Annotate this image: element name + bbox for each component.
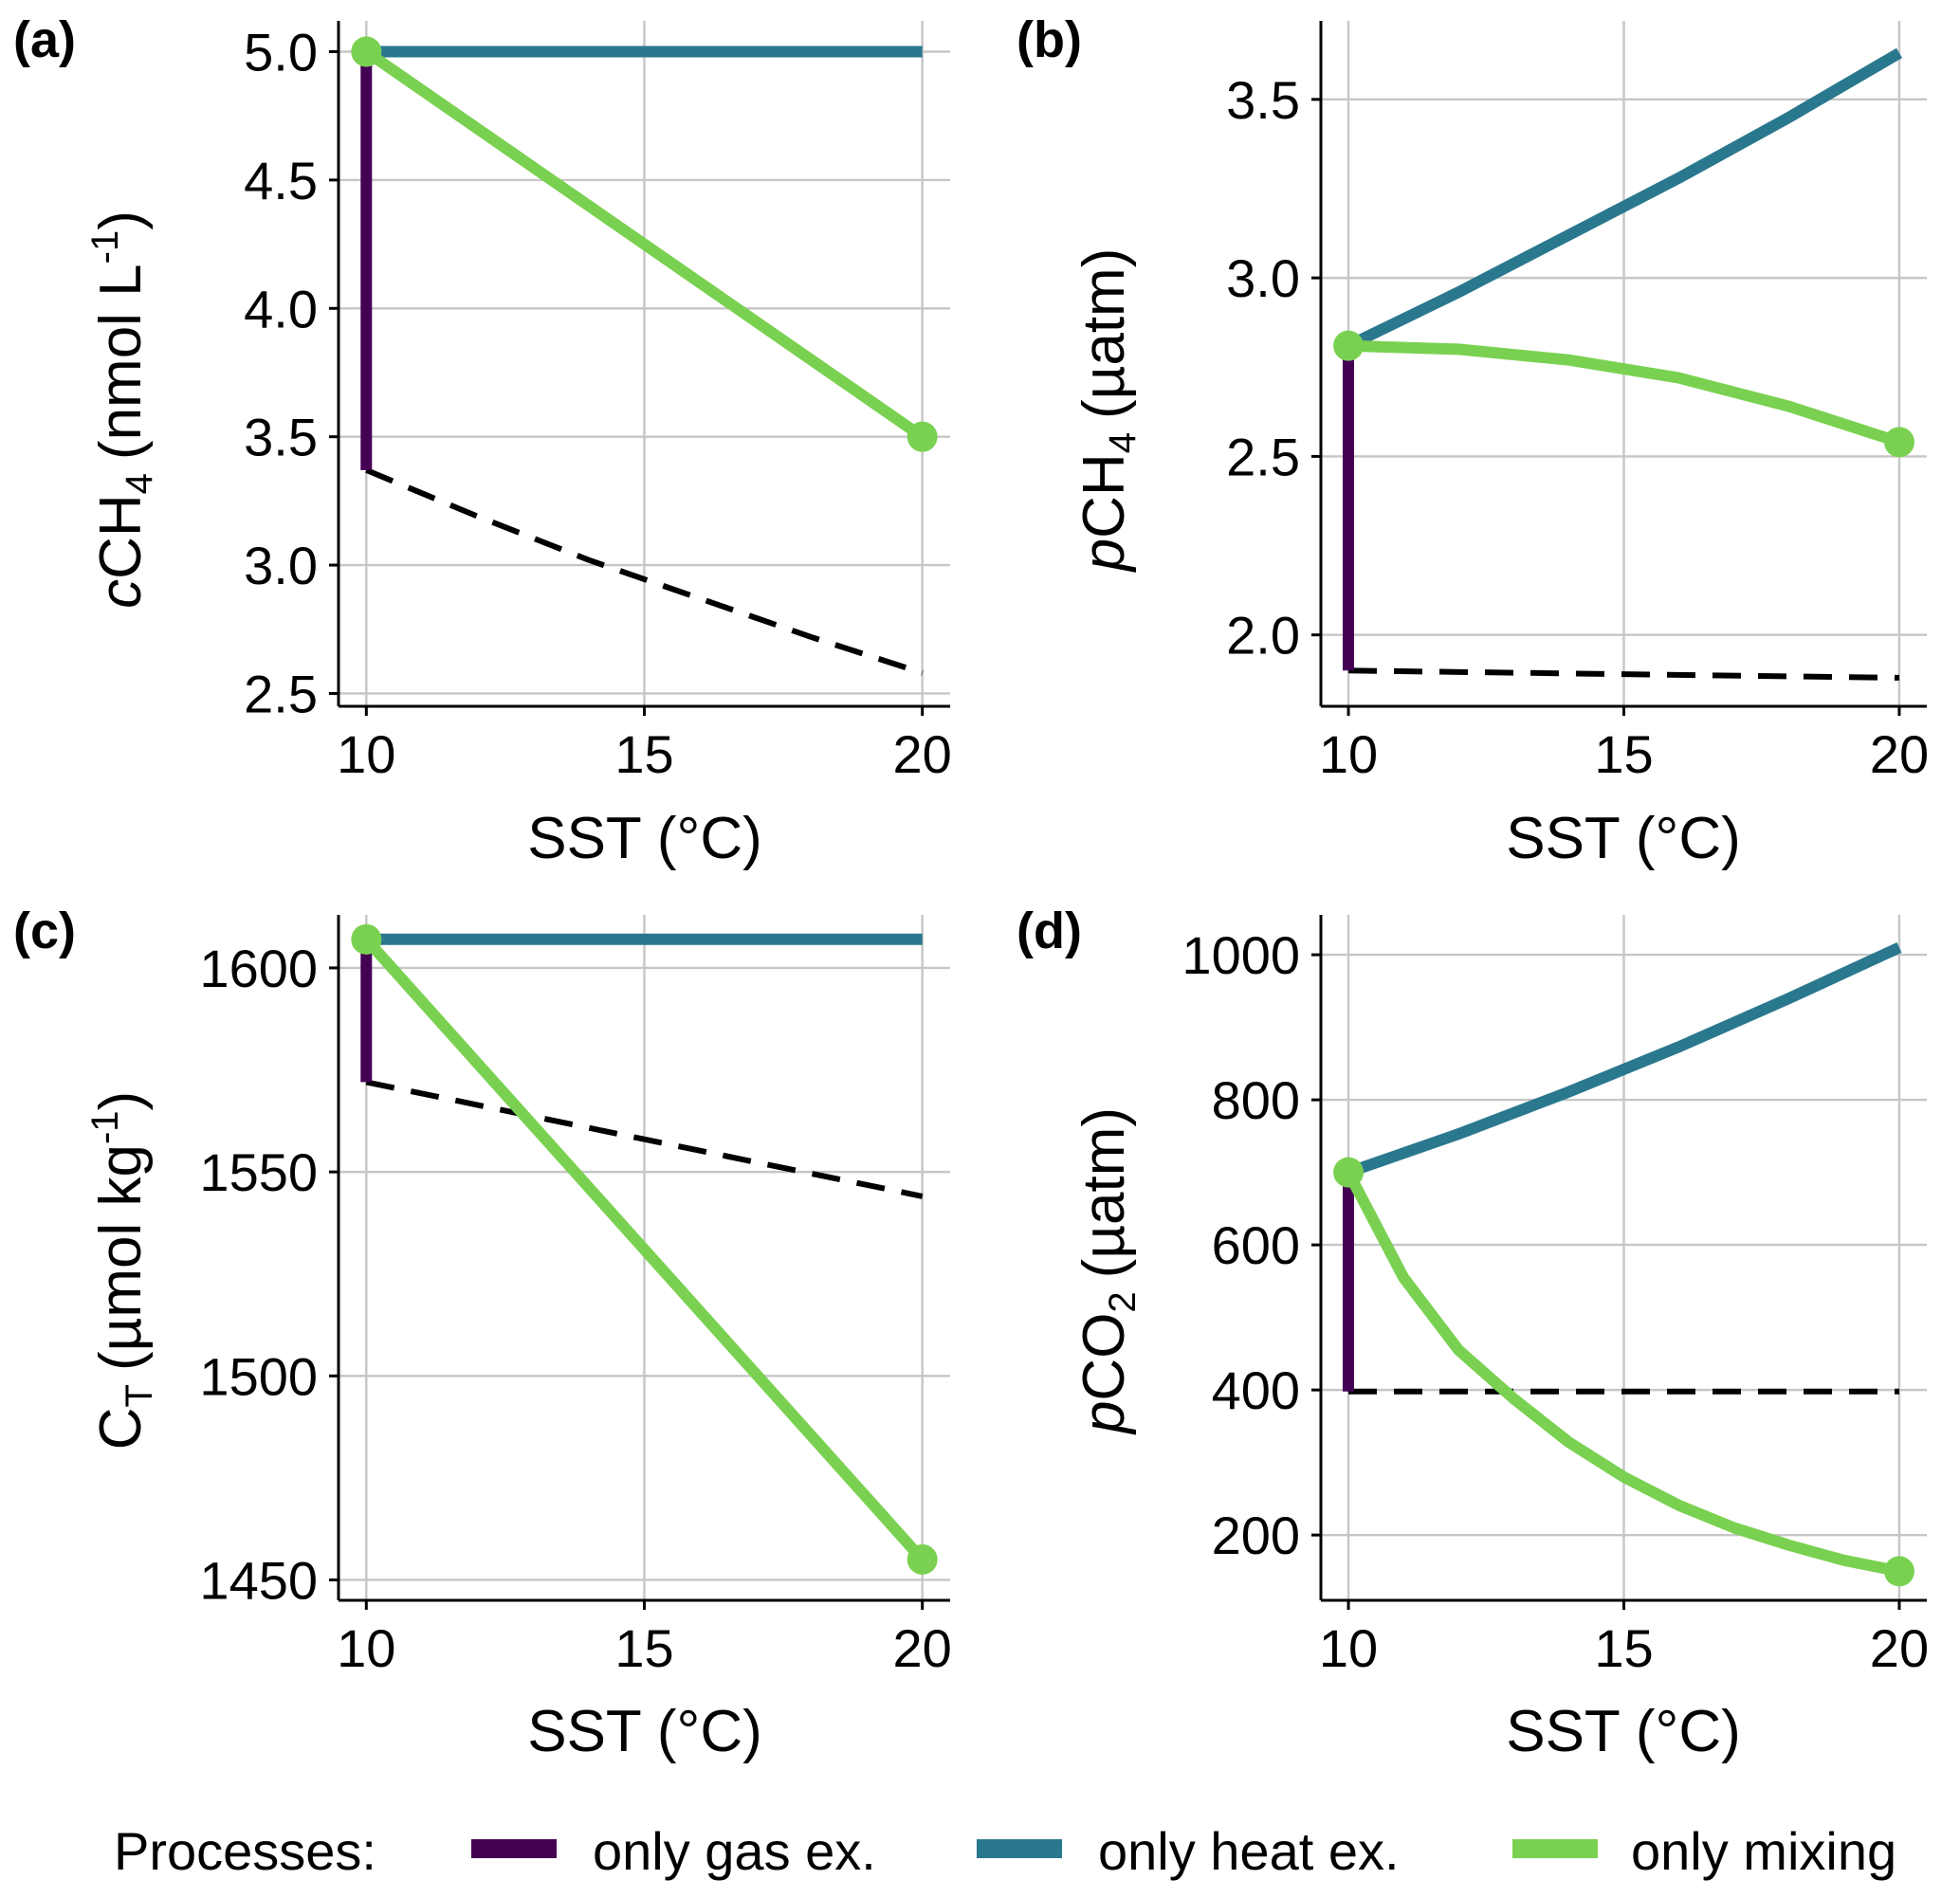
panel-label-a: (a): [13, 11, 76, 68]
series-point-mixing: [1883, 427, 1914, 458]
x-axis-title: SST (°C): [527, 1699, 762, 1764]
legend-swatch-heat: [977, 1839, 1062, 1858]
series-line-heat: [1346, 47, 1903, 352]
tick-labels: 10 15 20 1450 1500 1550 1600: [199, 939, 951, 1678]
x-tick-label: 20: [1870, 724, 1929, 784]
panel-c: (c) 10 15 20 1450 1500 1550 1600 SST (°C) CT(µ…: [13, 903, 952, 1764]
y-tick-label: 200: [1212, 1506, 1300, 1565]
legend-swatch-mixing: [1512, 1839, 1598, 1858]
series-point-mixing: [1333, 1157, 1365, 1188]
axes: [1311, 915, 1927, 1610]
series-point-mixing: [907, 1543, 938, 1575]
panel-a: (a) 10 15 20 2.5 3.0 3.5 4.0 4.5 5.0 SST (°C) cC…: [13, 11, 952, 871]
y-tick-label: 400: [1212, 1360, 1300, 1420]
y-tick-label: 2.5: [244, 664, 318, 723]
legend-label-mixing: only mixing: [1631, 1821, 1896, 1881]
x-tick-label: 15: [614, 724, 673, 784]
panel-label-c: (c): [13, 903, 76, 959]
y-tick-label: 600: [1212, 1215, 1300, 1275]
series-line-equilibrium: [365, 467, 924, 676]
series-line-equilibrium: [365, 1079, 924, 1199]
legend-title: Processes:: [114, 1821, 376, 1881]
series-line-mixing: [1347, 339, 1901, 448]
axes: [1311, 21, 1927, 716]
x-tick-label: 20: [1870, 1618, 1929, 1678]
legend-label-heat: only heat ex.: [1098, 1821, 1400, 1881]
series-layer: [351, 36, 938, 676]
x-axis-title: SST (°C): [1506, 1699, 1741, 1764]
x-tick-label: 20: [893, 1618, 952, 1678]
axes: [329, 21, 950, 716]
x-tick-label: 15: [1594, 1618, 1653, 1678]
y-tick-label: 800: [1212, 1070, 1300, 1130]
y-tick-label: 3.0: [244, 536, 318, 595]
legend: Processes: only gas ex. only heat ex. on…: [114, 1821, 1896, 1881]
x-axis-title: SST (°C): [527, 806, 762, 871]
gridlines: [339, 915, 950, 1600]
x-tick-label: 10: [337, 724, 395, 784]
y-tick-label: 1550: [199, 1142, 318, 1202]
tick-labels: 10 15 20 2.0 2.5 3.0 3.5: [1226, 70, 1929, 784]
x-tick-label: 10: [1319, 1618, 1378, 1678]
y-tick-label: 4.0: [244, 279, 318, 338]
series-point-mixing: [351, 923, 382, 955]
y-tick-label: 5.0: [244, 22, 318, 82]
y-tick-label: 3.5: [1226, 70, 1300, 130]
legend-label-gas: only gas ex.: [593, 1821, 876, 1881]
x-tick-label: 10: [1319, 724, 1378, 784]
panel-d: (d) 10 15 20 200 400 600 800 1000 SST (°C) pCO2…: [1017, 903, 1929, 1764]
y-tick-label: 4.5: [244, 151, 318, 210]
legend-swatch-gas: [471, 1839, 557, 1858]
series-line-mixing: [1343, 1169, 1901, 1578]
y-tick-label: 3.0: [1226, 248, 1300, 308]
x-tick-label: 15: [614, 1618, 673, 1678]
series-point-mixing: [1883, 1556, 1914, 1587]
y-tick-label: 1450: [199, 1550, 318, 1610]
y-tick-label: 1000: [1181, 925, 1300, 985]
series-line-mixing: [362, 46, 926, 442]
series-line-equilibrium: [1347, 667, 1900, 681]
series-point-mixing: [351, 36, 382, 67]
series-layer: [1333, 47, 1914, 681]
panel-label-d: (d): [1017, 903, 1082, 959]
x-tick-label: 10: [337, 1618, 395, 1678]
y-axis-title: pCO2(µatm): [1072, 1107, 1144, 1435]
tick-labels: 10 15 20 200 400 600 800 1000: [1181, 925, 1929, 1678]
x-tick-label: 20: [893, 724, 952, 784]
gridlines: [339, 21, 950, 706]
tick-labels: 10 15 20 2.5 3.0 3.5 4.0 4.5 5.0: [244, 22, 952, 784]
series-point-mixing: [907, 421, 938, 452]
y-axis-title: CT(µmol kg-1): [84, 1091, 160, 1450]
y-tick-label: 1600: [199, 939, 318, 998]
y-axis-title: pCH4(µatm): [1072, 248, 1144, 574]
series-layer: [1333, 941, 1914, 1587]
series-line-heat: [1346, 941, 1902, 1178]
y-tick-label: 2.5: [1226, 427, 1300, 486]
series-line-mixing: [361, 935, 927, 1564]
y-tick-label: 3.5: [244, 408, 318, 467]
gridlines: [1321, 915, 1927, 1600]
x-axis-title: SST (°C): [1506, 806, 1741, 871]
series-layer: [351, 923, 938, 1575]
panel-b: (b) 10 15 20 2.0 2.5 3.0 3.5 SST (°C) pCH4(µat…: [1017, 11, 1929, 871]
y-tick-label: 2.0: [1226, 606, 1300, 666]
series-point-mixing: [1333, 330, 1365, 361]
y-axis-title: cCH4(nmol L-1): [84, 210, 160, 609]
y-tick-label: 1500: [199, 1346, 318, 1406]
x-tick-label: 15: [1594, 724, 1653, 784]
panel-label-b: (b): [1017, 11, 1082, 68]
axes: [329, 915, 950, 1610]
